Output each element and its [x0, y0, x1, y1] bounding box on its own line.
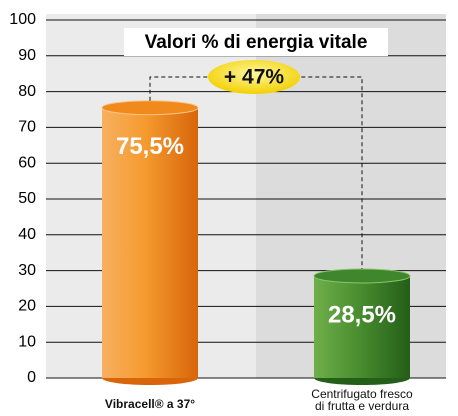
y-tick-label: 40: [18, 226, 36, 243]
y-tick-label: 10: [18, 333, 36, 350]
annotation-badge: [208, 60, 300, 94]
y-tick-label: 100: [9, 11, 36, 28]
title-box: [124, 28, 388, 56]
y-tick-label: 50: [18, 190, 36, 207]
y-tick-label: 0: [27, 369, 36, 386]
y-tick-label: 70: [18, 119, 36, 136]
y-tick-label: 80: [18, 83, 36, 100]
y-tick-label: 20: [18, 298, 36, 315]
y-tick-label: 30: [18, 262, 36, 279]
bar-top: [313, 268, 411, 284]
annotation: + 47%: [224, 66, 284, 89]
y-tick-label: 90: [18, 47, 36, 64]
value-label: 75,5%: [116, 133, 184, 160]
bar: [314, 275, 410, 378]
x-tick-label: Centrifugato fresco di frutta e verdura: [311, 387, 413, 413]
y-tick-label: 60: [18, 154, 36, 171]
bar: [102, 107, 198, 379]
chart-title: Valori % di energia vitale: [145, 32, 368, 53]
bar-top: [101, 100, 199, 116]
x-tick-label: Vibracell® a 37°: [104, 397, 196, 411]
value-label: 28,5%: [328, 301, 396, 328]
